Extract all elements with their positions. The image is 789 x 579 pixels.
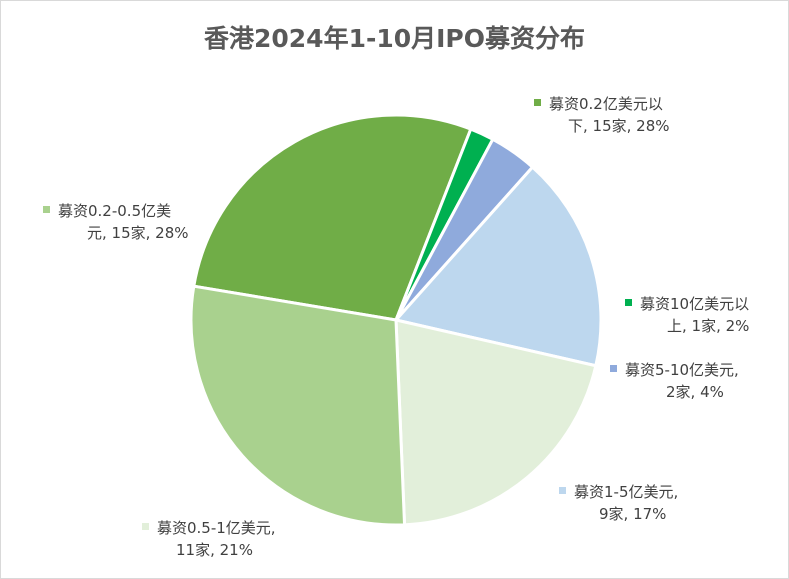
legend-swatch bbox=[559, 487, 566, 494]
slice-label-under-0-2: 募资0.2亿美元以 下, 15家, 28% bbox=[534, 93, 670, 137]
legend-swatch bbox=[625, 299, 632, 306]
slice-label-1-5: 募资1-5亿美元, 9家, 17% bbox=[559, 481, 678, 525]
pie-slice-0-2-0-5 bbox=[189, 284, 407, 527]
legend-swatch bbox=[43, 206, 50, 213]
slice-label-over-10: 募资10亿美元以 上, 1家, 2% bbox=[625, 293, 749, 337]
slice-label-5-10: 募资5-10亿美元, 2家, 4% bbox=[610, 359, 739, 403]
legend-swatch bbox=[142, 523, 149, 530]
legend-swatch bbox=[534, 99, 541, 106]
slice-label-0-5-1: 募资0.5-1亿美元, 11家, 21% bbox=[142, 517, 276, 561]
slice-label-0-2-0-5: 募资0.2-0.5亿美 元, 15家, 28% bbox=[43, 200, 189, 244]
chart-title: 香港2024年1-10月IPO募资分布 bbox=[203, 24, 586, 53]
pie-slice-0-5-1 bbox=[394, 318, 598, 527]
pie-slice-1-5 bbox=[394, 165, 603, 368]
pie-slice-under-0-2 bbox=[192, 113, 473, 322]
legend-swatch bbox=[610, 365, 617, 372]
